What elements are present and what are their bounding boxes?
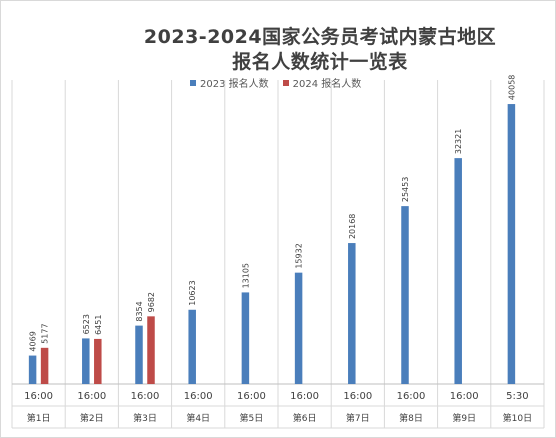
x-tick-day: 第6日 [293, 412, 317, 424]
data-label: 9682 [147, 292, 156, 312]
bar-2024 [94, 338, 102, 384]
x-tick-time: 16:00 [237, 391, 266, 402]
x-tick-time: 16:00 [24, 391, 53, 402]
legend-label-2023: 2023 报名人数 [200, 79, 269, 90]
x-tick-day: 第10日 [503, 412, 532, 424]
bar-2023 [188, 309, 196, 384]
bar-2023 [135, 325, 143, 384]
data-label: 32321 [454, 129, 463, 154]
x-tick-time: 16:00 [290, 391, 319, 402]
bar-2024 [147, 316, 155, 384]
x-tick-day: 第3日 [133, 412, 157, 424]
data-label: 5177 [41, 323, 50, 343]
chart-title-line1: 2023-2024国家公务员考试内蒙古地区 [143, 26, 497, 48]
x-tick-time: 16:00 [131, 391, 160, 402]
data-label: 6451 [94, 315, 103, 335]
x-tick-time: 5:30 [506, 391, 528, 402]
bar-2024 [40, 347, 49, 384]
bar-2023 [401, 206, 409, 384]
data-label: 40058 [507, 75, 516, 100]
x-tick-day: 第5日 [240, 412, 264, 424]
data-label: 20168 [348, 214, 357, 239]
x-tick-day: 第8日 [399, 412, 423, 424]
x-tick-day: 第1日 [27, 412, 51, 424]
x-tick-day: 第7日 [346, 412, 370, 424]
data-label: 8354 [135, 301, 144, 321]
x-tick-time: 16:00 [77, 391, 106, 402]
x-tick-time: 16:00 [397, 391, 426, 402]
data-label: 25453 [401, 177, 410, 202]
x-tick-time: 16:00 [343, 391, 372, 402]
bar-2023 [82, 338, 90, 384]
data-label: 6523 [82, 314, 91, 334]
bar-2023 [454, 158, 462, 384]
data-label: 15932 [295, 243, 304, 268]
x-tick-day: 第9日 [452, 412, 476, 424]
legend-label-2024: 2024 报名人数 [292, 79, 362, 90]
x-tick-time: 16:00 [184, 391, 213, 402]
legend-item-2024: 2024 报名人数 [282, 75, 362, 90]
data-label: 4069 [29, 331, 38, 351]
bar-2023 [348, 243, 356, 384]
x-tick-day: 第4日 [186, 412, 210, 424]
data-label: 10623 [188, 280, 197, 305]
legend-swatch-2024 [282, 79, 289, 86]
bar-2023 [507, 104, 516, 384]
legend: 2023 报名人数 2024 报名人数 [190, 75, 375, 90]
x-tick-time: 16:00 [450, 391, 479, 402]
legend-item-2023: 2023 报名人数 [190, 75, 269, 90]
bar-2023 [241, 292, 250, 384]
bar-2023 [28, 355, 37, 384]
x-tick-day: 第2日 [80, 412, 104, 424]
bar-2023 [294, 272, 303, 384]
legend-swatch-2023 [190, 79, 196, 86]
chart-title-line2: 报名人数统计一览表 [232, 51, 408, 73]
data-label: 13105 [241, 263, 250, 288]
